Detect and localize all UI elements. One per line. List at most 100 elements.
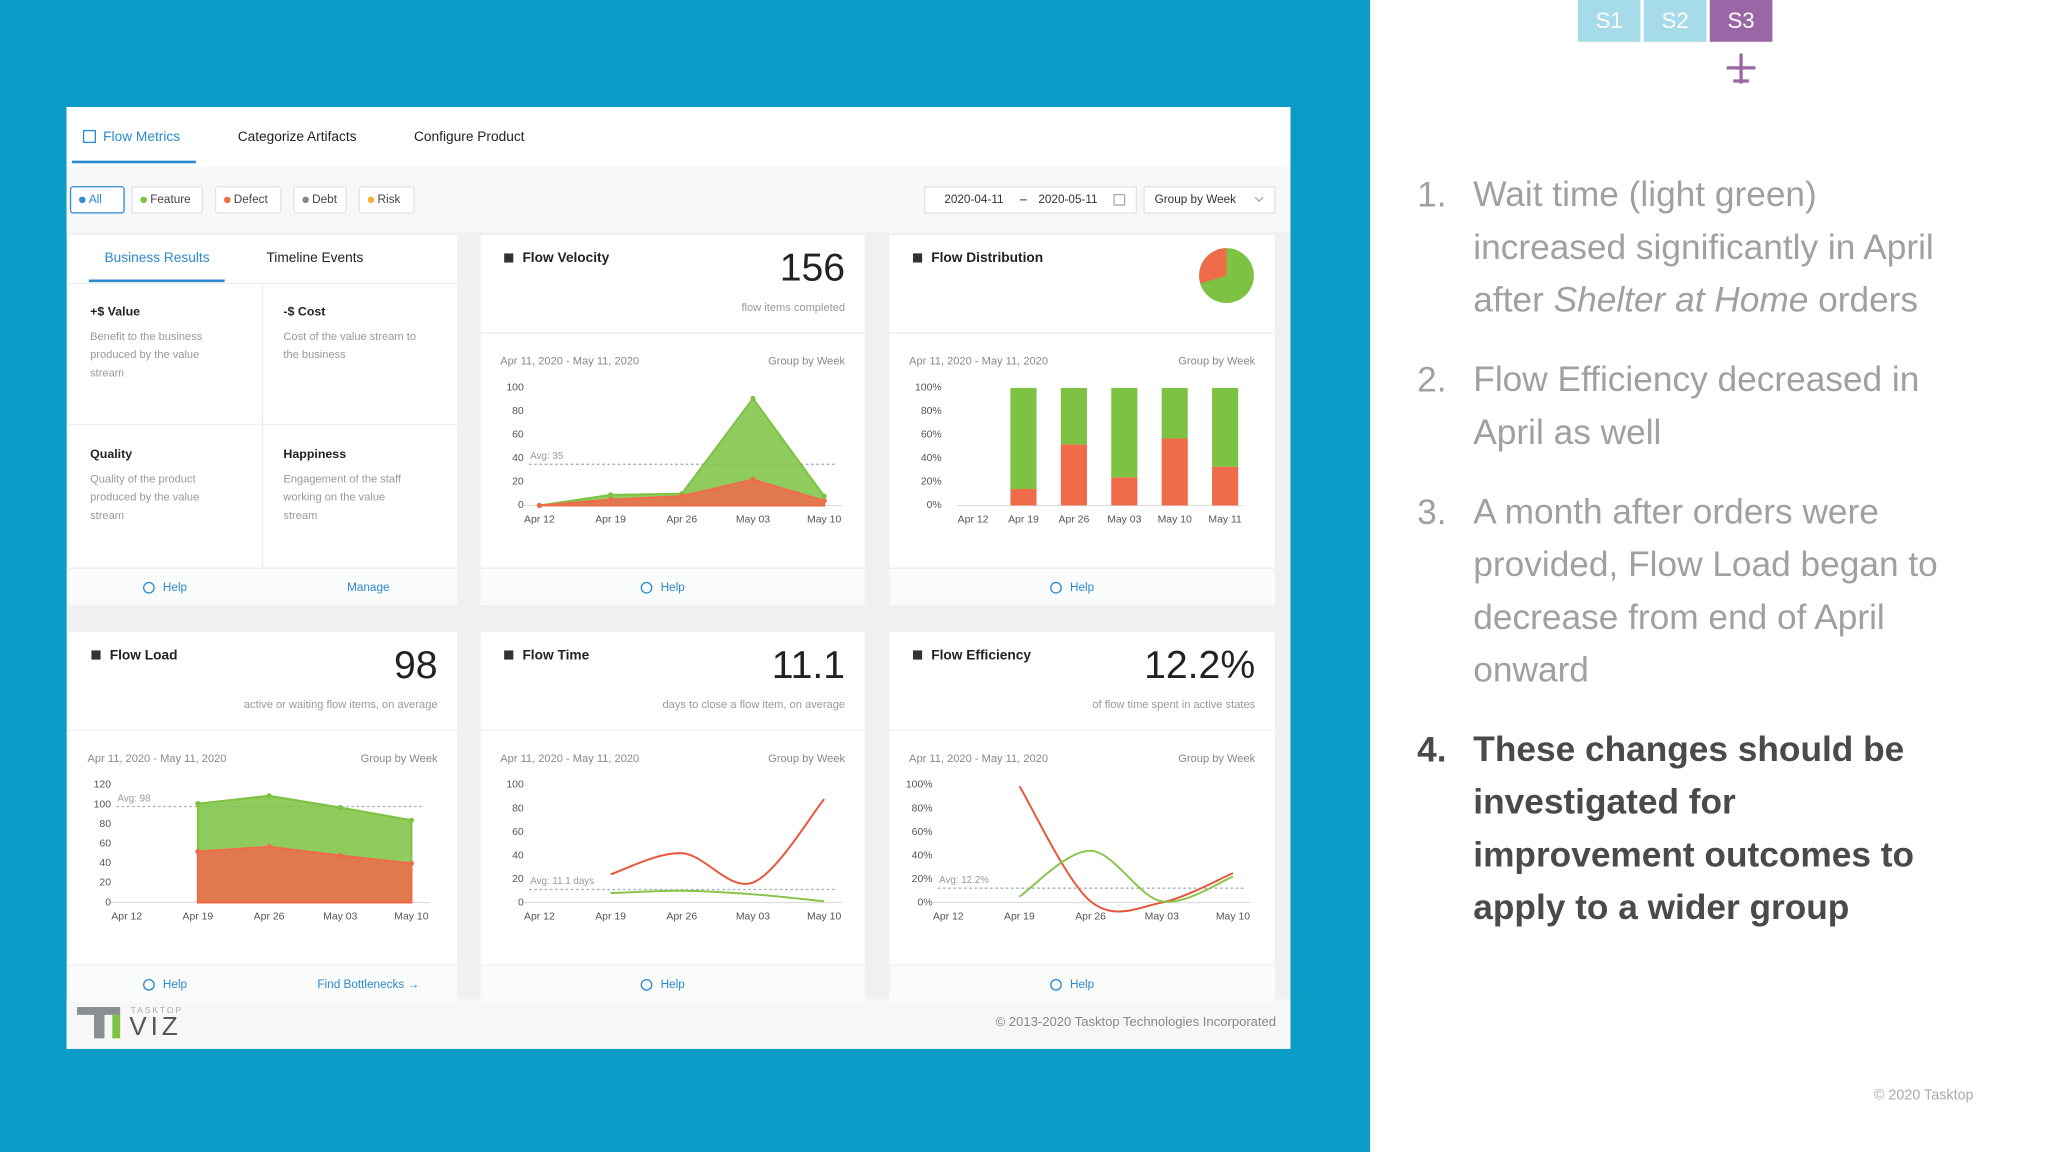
card-title: Flow Distribution [931,250,1043,265]
x-tick-label: Apr 12 [524,515,555,526]
filter-button[interactable] [293,186,347,214]
y-tick-label: 80 [512,803,524,814]
card-link[interactable]: Help [1070,581,1095,594]
point-text: after [1473,281,1553,320]
filter-button[interactable] [358,186,415,214]
date-box[interactable] [924,186,1137,214]
filter-button[interactable] [69,186,125,214]
card-foot [67,568,458,605]
card-foot [67,965,458,1002]
slide-tab[interactable] [1577,0,1641,42]
slide-tab-label[interactable]: S1 [1596,8,1623,33]
y-tick-label: 80% [921,406,942,417]
group-box[interactable] [1143,186,1276,214]
card-link[interactable]: Help [163,581,188,594]
card-link[interactable]: Help [661,581,686,594]
point [408,817,415,823]
filter-button[interactable] [214,186,282,214]
x-tick-label: Apr 12 [524,912,555,923]
x-tick-label: Apr 26 [666,515,697,526]
card-caption: days to close a flow item, on average [663,699,846,711]
x-tick-label: Apr 12 [958,515,989,526]
y-tick-label: 100% [906,780,933,791]
point-text: increased significantly in April [1473,228,1933,267]
slide-tab[interactable] [1709,0,1773,42]
card-title: Flow Velocity [522,250,609,265]
cell-title: Quality [90,447,132,461]
nav-bar [66,107,1291,168]
card-link[interactable]: Help [163,978,188,991]
cell-text: Benefit to the business [90,331,203,343]
y-tick-label: 20% [921,477,942,488]
point-text: apply to a wider group [1473,888,1849,927]
nav-tab[interactable]: Flow Metrics [103,129,180,144]
business-underline [88,279,225,283]
point-line: April as well [1473,413,1661,452]
bar-segment [1212,466,1239,506]
cell-text: Engagement of the staff [283,473,402,485]
group-select[interactable]: Group by Week [1155,193,1237,206]
avg-label: Avg: 11.1 days [530,876,594,887]
card [480,235,865,605]
point-text: Flow Efficiency decreased in [1473,360,1919,399]
x-tick-label: May 10 [807,515,841,526]
card-caption: of flow time spent in active states [1092,699,1255,711]
card-foot [889,568,1275,605]
nav-tab[interactable]: Categorize Artifacts [238,129,357,144]
y-tick-label: 20 [512,477,524,488]
date-from: 2020-04-11 [944,193,1003,206]
x-tick-label: Apr 26 [666,912,697,923]
business-tab[interactable]: Business Results [104,250,209,265]
filter-label[interactable]: Debt [312,193,338,206]
help-icon [1050,581,1062,594]
filter-label[interactable]: Feature [150,193,191,206]
x-tick-label: May 10 [807,912,841,923]
cell-text: produced by the value [90,349,199,361]
slide-tab-label[interactable]: S2 [1662,8,1689,33]
slide-tab-label[interactable]: S3 [1727,8,1754,33]
point [608,492,614,498]
business-tab[interactable]: Timeline Events [266,250,363,265]
point [608,496,614,503]
card-link[interactable]: Manage [347,581,390,594]
line [610,889,825,903]
y-tick-label: 60% [921,430,942,441]
filter-label[interactable]: Defect [234,193,269,206]
filter-button[interactable] [131,186,204,214]
point [195,800,201,807]
airplane-icon [1726,53,1756,84]
y-tick-label: 0 [105,897,111,908]
x-tick-label: May 03 [736,515,770,526]
logo-top: TASKTOP [131,1005,183,1015]
card-foot [480,965,865,1002]
x-tick-label: Apr 19 [1004,912,1035,923]
card-link[interactable]: Help [1070,978,1095,991]
point-text: Wait time (light green) [1473,176,1816,215]
point-text: decrease from end of April [1473,598,1884,637]
point [679,493,685,499]
bar-segment [1161,438,1188,506]
x-tick-label: May 11 [1208,515,1242,526]
point-line: investigated for [1473,783,1736,822]
slide-tab[interactable] [1643,0,1707,42]
point [195,848,201,855]
avg-label: Avg: 35 [530,451,564,462]
point-number: 4. [1417,730,1446,769]
bar-segment [1111,477,1138,506]
card-link[interactable]: Help [661,978,686,991]
x-tick-label: Apr 26 [1059,515,1090,526]
cell-text: produced by the value [90,492,199,504]
point [337,804,343,811]
filter-label[interactable]: All [89,193,102,206]
y-tick-label: 0% [927,500,942,511]
card-link[interactable]: Find Bottlenecks → [317,978,419,991]
filter-label[interactable]: Risk [377,193,400,206]
x-tick-label: Apr 19 [182,912,213,923]
nav-tab[interactable]: Configure Product [414,129,525,144]
y-tick-label: 60 [512,827,524,838]
card-icon [504,253,514,263]
point-text: Shelter at Home [1554,281,1809,320]
nav-icon [82,129,96,144]
point-number: 1. [1417,176,1446,215]
